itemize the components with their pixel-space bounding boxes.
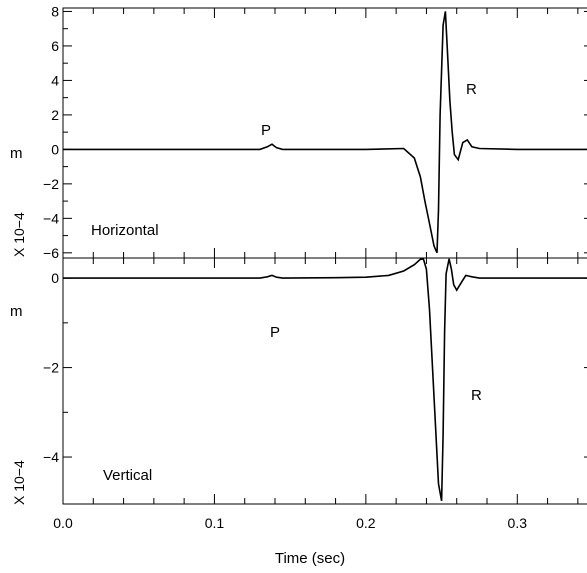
horizontal-y-tick-label: 4 <box>51 72 59 88</box>
vertical-y-ticks: 0 −2 −4 <box>43 270 587 465</box>
horizontal-y-tick-label: 6 <box>51 38 59 54</box>
horizontal-r-annotation: R <box>466 81 477 98</box>
horizontal-trace-line <box>63 11 587 254</box>
x-axis-title: Time (sec) <box>275 550 345 567</box>
x-tick-label: 0.1 <box>205 515 225 531</box>
horizontal-plot-frame <box>62 7 587 259</box>
vertical-plot-frame <box>62 257 587 505</box>
horizontal-x-ticks <box>62 8 579 258</box>
vertical-panel-label: Vertical <box>103 467 152 484</box>
horizontal-y-tick-label: −4 <box>43 210 59 226</box>
horizontal-scale-label: X 10−4 <box>11 212 27 257</box>
horizontal-y-tick-label: 8 <box>51 3 59 19</box>
vertical-trace-line <box>63 258 587 502</box>
vertical-unit-label: m <box>10 303 23 320</box>
horizontal-unit-label: m <box>10 145 23 162</box>
horizontal-panel: 8 6 4 2 0 −2 −4 −6 Horizontal m X 10−4 P R <box>10 3 587 261</box>
vertical-y-tick-label: −2 <box>43 360 59 376</box>
vertical-y-tick-label: 0 <box>51 270 59 286</box>
horizontal-y-tick-label: 2 <box>51 107 59 123</box>
horizontal-panel-label: Horizontal <box>91 222 159 239</box>
horizontal-y-tick-label: −6 <box>43 245 59 261</box>
vertical-x-ticks: 0.0 0.1 0.2 0.3 <box>53 258 579 531</box>
horizontal-y-ticks: 8 6 4 2 0 −2 −4 −6 <box>43 3 587 261</box>
vertical-r-annotation: R <box>471 387 482 404</box>
vertical-p-annotation: P <box>270 324 280 341</box>
horizontal-y-tick-label: 0 <box>51 141 59 157</box>
x-tick-label: 0.0 <box>53 515 73 531</box>
horizontal-p-annotation: P <box>261 122 271 139</box>
horizontal-y-tick-label: −2 <box>43 176 59 192</box>
x-tick-label: 0.2 <box>356 515 376 531</box>
vertical-scale-label: X 10−4 <box>11 460 27 505</box>
vertical-panel: 0 −2 −4 0.0 0.1 0.2 0.3 Vertical m X 10−4 P R… <box>10 257 587 567</box>
x-tick-label: 0.3 <box>508 515 528 531</box>
vertical-y-tick-label: −4 <box>43 449 59 465</box>
